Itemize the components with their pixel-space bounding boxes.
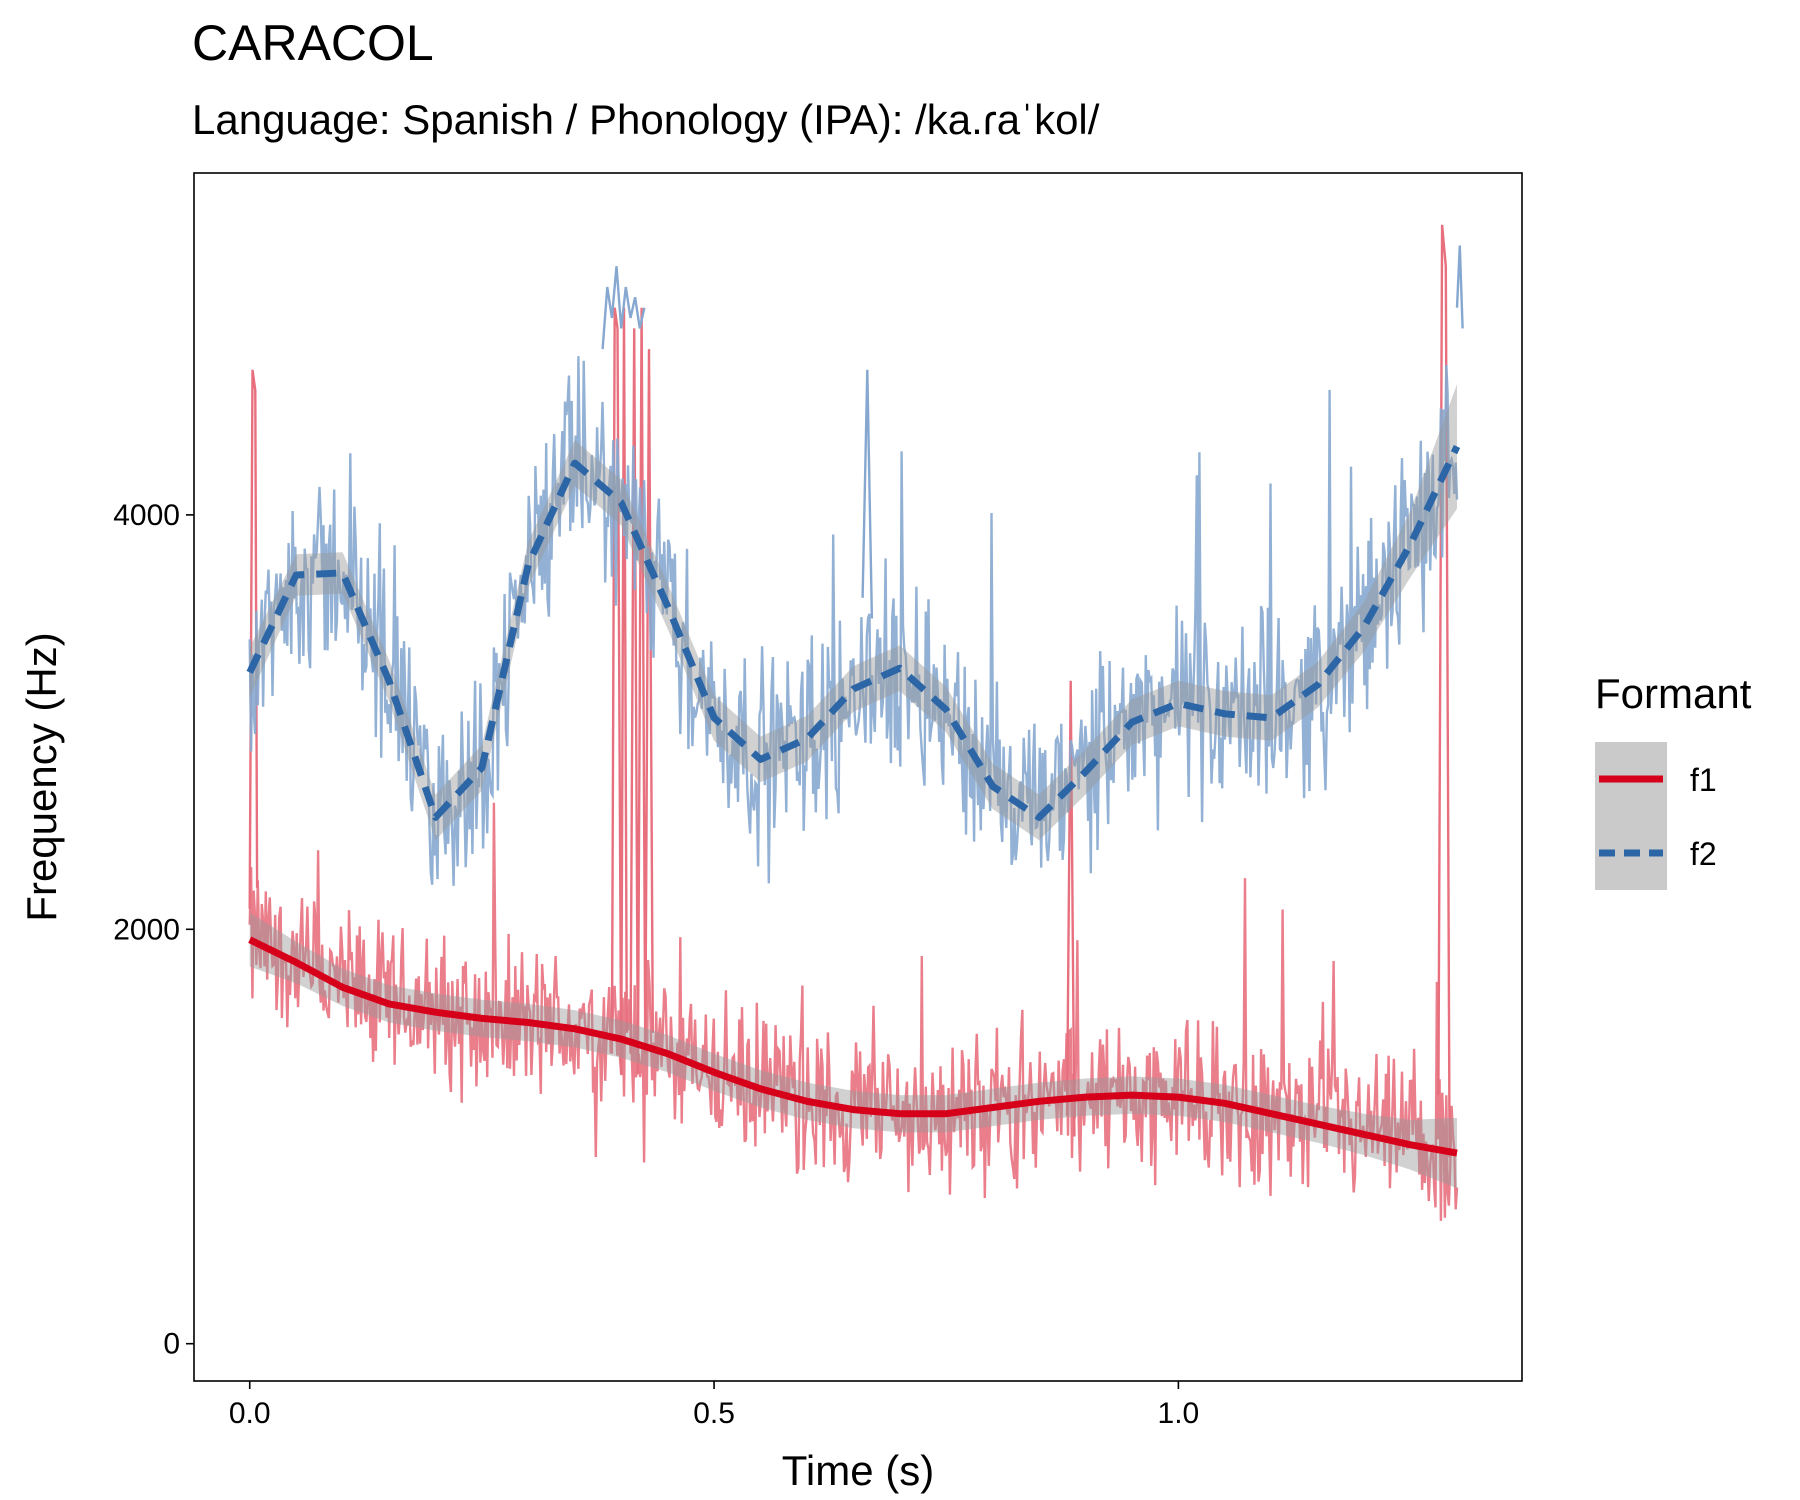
smooth-line-f1 [248, 936, 1458, 1157]
x-tick-label: 0.0 [229, 1397, 271, 1430]
raw-spike-f1-4 [1437, 224, 1451, 1158]
legend-label-f1: f1 [1690, 762, 1717, 798]
ci-band-f2 [249, 384, 1458, 841]
legend-title: Formant [1595, 670, 1752, 717]
chart-subtitle: Language: Spanish / Phonology (IPA): /ka… [192, 96, 1100, 143]
y-tick-label: 0 [163, 1328, 180, 1361]
smooth-line-f2 [246, 444, 1461, 821]
raw-trace-f2 [248, 356, 1459, 886]
raw-spike-f2-0 [601, 266, 646, 350]
raw-spike-f2-1 [861, 369, 874, 619]
y-axis-label: Frequency (Hz) [18, 632, 65, 921]
plot-area [246, 224, 1464, 1221]
y-tick-label: 4000 [113, 499, 180, 532]
raw-trace-f1 [248, 802, 1459, 1221]
legend-label-f2: f2 [1690, 836, 1717, 872]
y-tick-label: 2000 [113, 913, 180, 946]
ci-band-f1 [249, 912, 1458, 1189]
chart-title: CARACOL [192, 15, 434, 71]
raw-spike-f1-3 [1065, 680, 1076, 1137]
x-tick-label: 0.5 [693, 1397, 735, 1430]
raw-spike-f1-1 [610, 307, 628, 1075]
plot-panel-border [193, 172, 1523, 1382]
raw-spike-f1-2 [629, 307, 654, 1075]
x-tick-label: 1.0 [1158, 1397, 1200, 1430]
raw-spike-f2-2 [1455, 245, 1464, 329]
x-axis-label: Time (s) [782, 1447, 934, 1494]
